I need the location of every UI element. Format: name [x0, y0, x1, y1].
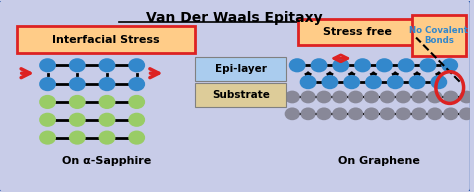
Ellipse shape — [381, 108, 394, 119]
Ellipse shape — [100, 113, 115, 126]
Ellipse shape — [301, 91, 315, 103]
Ellipse shape — [40, 59, 55, 72]
Ellipse shape — [40, 78, 55, 90]
Ellipse shape — [100, 59, 115, 72]
Ellipse shape — [388, 76, 403, 88]
Ellipse shape — [381, 91, 394, 103]
Ellipse shape — [40, 131, 55, 144]
Ellipse shape — [40, 113, 55, 126]
Text: Interfacial Stress: Interfacial Stress — [52, 35, 160, 45]
Ellipse shape — [311, 59, 327, 72]
Ellipse shape — [431, 76, 447, 88]
Ellipse shape — [355, 59, 370, 72]
Ellipse shape — [349, 108, 362, 119]
Ellipse shape — [70, 131, 85, 144]
Ellipse shape — [420, 59, 436, 72]
Ellipse shape — [129, 78, 144, 90]
Ellipse shape — [460, 91, 474, 103]
Ellipse shape — [129, 59, 144, 72]
Ellipse shape — [344, 76, 359, 88]
Ellipse shape — [100, 96, 115, 108]
Ellipse shape — [285, 91, 299, 103]
Ellipse shape — [129, 96, 144, 108]
FancyBboxPatch shape — [17, 26, 195, 53]
Ellipse shape — [428, 108, 442, 119]
Ellipse shape — [317, 91, 331, 103]
Text: Substrate: Substrate — [212, 90, 270, 100]
Ellipse shape — [317, 108, 331, 119]
Ellipse shape — [290, 59, 305, 72]
Ellipse shape — [333, 59, 348, 72]
Ellipse shape — [40, 96, 55, 108]
Ellipse shape — [412, 108, 426, 119]
Ellipse shape — [70, 96, 85, 108]
Ellipse shape — [444, 91, 457, 103]
FancyBboxPatch shape — [195, 57, 286, 81]
Ellipse shape — [70, 78, 85, 90]
Ellipse shape — [100, 78, 115, 90]
Ellipse shape — [366, 76, 381, 88]
Ellipse shape — [301, 108, 315, 119]
Ellipse shape — [460, 108, 474, 119]
Ellipse shape — [412, 91, 426, 103]
Text: Epi-layer: Epi-layer — [215, 64, 267, 74]
Ellipse shape — [349, 91, 362, 103]
Text: No Covalent
Bonds: No Covalent Bonds — [410, 26, 468, 45]
Text: On Graphene: On Graphene — [338, 156, 420, 166]
Ellipse shape — [70, 113, 85, 126]
FancyBboxPatch shape — [298, 19, 417, 46]
Ellipse shape — [399, 59, 414, 72]
Ellipse shape — [396, 91, 410, 103]
Ellipse shape — [129, 113, 144, 126]
Ellipse shape — [70, 59, 85, 72]
Ellipse shape — [442, 59, 457, 72]
Ellipse shape — [333, 91, 346, 103]
Ellipse shape — [129, 131, 144, 144]
Ellipse shape — [322, 76, 337, 88]
Text: On α-Sapphire: On α-Sapphire — [63, 156, 152, 166]
Ellipse shape — [365, 108, 378, 119]
Ellipse shape — [301, 76, 316, 88]
Ellipse shape — [428, 91, 442, 103]
Ellipse shape — [444, 108, 457, 119]
Text: Stress free: Stress free — [323, 27, 392, 37]
Ellipse shape — [365, 91, 378, 103]
FancyBboxPatch shape — [195, 83, 286, 107]
Text: Van Der Waals Epitaxy: Van Der Waals Epitaxy — [146, 11, 323, 25]
Ellipse shape — [100, 131, 115, 144]
Ellipse shape — [377, 59, 392, 72]
Ellipse shape — [410, 76, 425, 88]
Ellipse shape — [396, 108, 410, 119]
FancyBboxPatch shape — [412, 15, 465, 56]
Ellipse shape — [285, 108, 299, 119]
Ellipse shape — [333, 108, 346, 119]
